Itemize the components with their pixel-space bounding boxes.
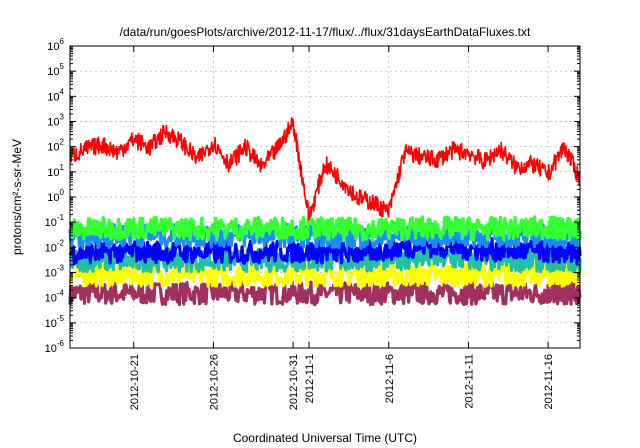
x-axis-label: Coordinated Universal Time (UTC) — [233, 431, 417, 445]
x-tick-label: 2012-10-21 — [129, 354, 141, 410]
y-tick-label: 103 — [47, 113, 64, 129]
y-tick-label: 105 — [47, 62, 64, 78]
axis-ticks — [70, 45, 580, 349]
y-tick-label: 10-4 — [45, 289, 65, 305]
y-tick-label: 102 — [47, 138, 64, 154]
y-tick-label: 10-2 — [45, 238, 65, 254]
chart-title: /data/run/goesPlots/archive/2012-11-17/f… — [120, 25, 531, 39]
x-tick-label: 2012-11-1 — [304, 354, 316, 403]
y-tick-label: 106 — [47, 37, 64, 53]
y-tick-label: 10-6 — [45, 339, 65, 355]
y-tick-label: 10-5 — [45, 314, 65, 330]
series-line — [68, 234, 582, 266]
y-tick-label: 104 — [47, 87, 64, 103]
series-line — [68, 215, 582, 243]
series-line — [68, 280, 582, 307]
y-tick-label: 10-3 — [45, 264, 65, 280]
x-tick-label: 2012-10-26 — [208, 354, 220, 410]
y-tick-label: 100 — [47, 188, 64, 204]
series-line — [69, 117, 581, 221]
x-tick-label: 2012-10-31 — [288, 354, 300, 410]
y-tick-label: 10-1 — [45, 213, 65, 229]
x-tick-labels: 2012-10-21 2012-10-26 2012-10-31 2012-11-1 2… — [129, 354, 555, 410]
x-tick-label: 2012-11-16 — [543, 354, 555, 409]
y-tick-label: 101 — [47, 163, 64, 179]
x-tick-label: 2012-11-6 — [384, 354, 396, 403]
x-tick-label: 2012-11-11 — [463, 354, 475, 409]
y-tick-labels: 10-6 10-5 10-4 10-3 10-2 10-1 100 101 102 103 104 1… — [45, 37, 65, 355]
y-axis-label: protons/cm²-s-sr-MeV — [10, 139, 24, 255]
series-group — [68, 117, 582, 307]
series-line — [68, 262, 582, 288]
